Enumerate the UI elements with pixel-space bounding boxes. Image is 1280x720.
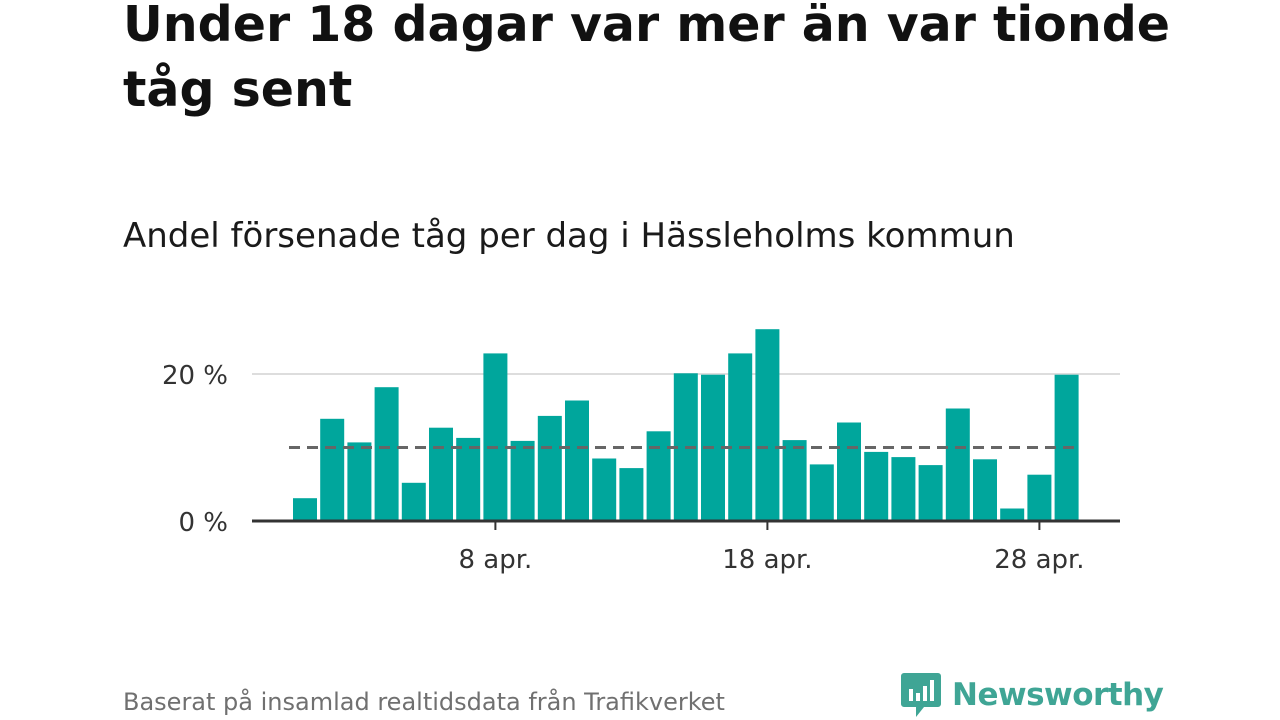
x-tick-label: 28 apr.	[994, 545, 1084, 575]
bar	[1027, 474, 1052, 521]
bar	[891, 457, 916, 521]
bar	[374, 387, 399, 521]
bar	[973, 459, 997, 521]
bar	[592, 458, 617, 521]
bar	[347, 442, 372, 521]
bar	[728, 353, 753, 521]
bar	[537, 415, 562, 521]
y-tick-label: 20 %	[162, 361, 228, 391]
bar	[864, 451, 889, 521]
newsworthy-chart-bubble-icon	[901, 673, 941, 717]
bar	[456, 437, 481, 521]
source-note: Baserat på insamlad realtidsdata från Tr…	[123, 688, 725, 716]
bar	[565, 400, 589, 521]
bar	[401, 482, 426, 521]
bar	[619, 468, 644, 521]
bar	[755, 329, 780, 521]
chart-subtitle: Andel försenade tåg per dag i Hässleholm…	[123, 216, 1015, 256]
bar	[483, 353, 508, 521]
newsworthy-logo: Newsworthy	[900, 670, 1164, 720]
bar-chart: 0 % 20 % 8 apr. 18 apr. 28 apr.	[162, 329, 1120, 575]
bar	[510, 440, 535, 521]
bar	[837, 422, 861, 521]
bar	[782, 440, 807, 521]
bar	[429, 427, 453, 521]
bar	[646, 431, 671, 521]
logo-text: Newsworthy	[952, 677, 1164, 713]
y-tick-label: 0 %	[178, 508, 228, 538]
bar	[1000, 508, 1025, 521]
chart-title: Under 18 dagar var mer än var tionde tåg…	[123, 0, 1171, 118]
x-tick-label: 8 apr.	[458, 545, 532, 575]
bar	[809, 464, 834, 521]
bar	[918, 465, 943, 521]
x-tick-label: 18 apr.	[722, 545, 812, 575]
bar	[320, 418, 345, 521]
bar	[293, 498, 317, 521]
bar	[945, 408, 970, 521]
